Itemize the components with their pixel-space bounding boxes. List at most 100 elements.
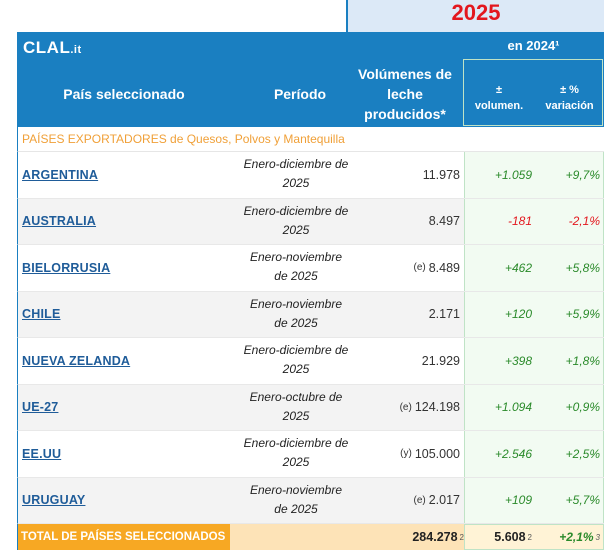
logo-main: CLAL [23, 38, 71, 57]
header-periodo: Período [273, 86, 327, 102]
volume-note: (e) [413, 494, 426, 506]
period-line1: Enero-diciembre de [243, 203, 349, 218]
volume-cell: 21.929 [370, 338, 460, 384]
delta-volume-cell: -181 [507, 214, 532, 229]
volume-value: 11.978 [422, 167, 460, 182]
header-dv-line2: volumen. [474, 100, 524, 112]
header-dv-line1: ± [495, 84, 503, 96]
country-link[interactable]: CHILE [22, 307, 61, 322]
country-link[interactable]: AUSTRALIA [22, 214, 97, 229]
volume-note: (y) [400, 448, 412, 460]
header-dp-line2: variación [545, 100, 594, 112]
total-dv-value: 5.608 [494, 530, 526, 544]
delta-volume-cell: +462 [504, 260, 532, 275]
variation-cell-bg [464, 198, 604, 244]
period-cell: Enero-noviembre de 2025 [226, 481, 366, 519]
volume-cell: 8.497 [370, 199, 460, 245]
volume-cell: (e) 8.489 [370, 245, 460, 291]
delta-percent-cell: +5,8% [565, 260, 600, 275]
header-vol-line2: leche [387, 86, 423, 102]
period-cell: Enero-diciembre de 2025 [226, 434, 366, 472]
total-dp-value: +2,1% [559, 530, 594, 544]
volume-cell: (e) 124.198 [370, 385, 460, 431]
period-cell: Enero-noviembre de 2025 [226, 295, 366, 333]
delta-volume-cell: +398 [504, 353, 532, 368]
period-cell: Enero-noviembre de 2025 [226, 248, 366, 286]
total-volume: 284.278 2 [370, 524, 464, 550]
clal-logo[interactable]: CLAL.it [23, 38, 82, 58]
header-pais: País seleccionado [63, 86, 185, 102]
period-line1: Enero-noviembre [249, 250, 343, 264]
total-volume-sup: 2 [459, 532, 464, 542]
variation-header-frame [463, 59, 603, 126]
volume-value: 8.489 [428, 260, 460, 275]
header-vol-line3: producidos* [364, 106, 446, 122]
period-line1: Enero-diciembre de [243, 157, 349, 171]
volume-cell: (y) 105.000 [370, 431, 460, 477]
table-row: NUEVA ZELANDA Enero-diciembre de 2025 21.92… [17, 338, 604, 385]
period-cell: Enero-diciembre de 2025 [226, 341, 366, 379]
period-line1: Enero-diciembre de [243, 436, 349, 450]
country-link[interactable]: BIELORRUSIA [22, 260, 111, 275]
period-cell: Enero-diciembre de 2025 [226, 202, 366, 240]
variation-cell-bg [464, 152, 604, 198]
period-line1: Enero-octubre de [249, 389, 343, 404]
table-row: AUSTRALIA Enero-diciembre de 2025 8.497 -181… [17, 198, 604, 245]
total-delta-volume: 5.608 2 [464, 524, 536, 550]
country-link[interactable]: ARGENTINA [22, 167, 99, 182]
period-line2: 2025 [282, 176, 310, 190]
delta-percent-cell: -2,1% [568, 214, 600, 229]
volume-note: (e) [413, 262, 426, 274]
delta-volume-cell: +1.059 [494, 167, 532, 182]
variation-cell-bg [464, 477, 604, 523]
country-link[interactable]: NUEVA ZELANDA [22, 353, 131, 368]
total-dp-sup: 3 [595, 532, 600, 542]
period-line2: 2025 [282, 362, 310, 376]
total-label: TOTAL DE PAÍSES SELECCIONADOS [18, 524, 230, 550]
period-line2: 2025 [282, 408, 310, 423]
variation-cell-bg [464, 291, 604, 337]
volume-value: 2.017 [428, 493, 460, 508]
table-row: UE-27 Enero-octubre de 2025 (e) 124.198 +1.09… [17, 384, 604, 431]
table-row: CHILE Enero-noviembre de 2025 2.171 +120 +5,9… [17, 291, 604, 338]
header-vol-line1: Volúmenes de [358, 66, 452, 82]
table-row: EE.UU Enero-diciembre de 2025 (y) 105.000 +2.… [17, 431, 604, 478]
total-row: TOTAL DE PAÍSES SELECCIONADOS 284.278 2 5… [17, 524, 604, 550]
period-line2: 2025 [282, 222, 310, 237]
total-dv-sup: 2 [527, 532, 532, 542]
volume-cell: 2.171 [370, 292, 460, 338]
header-delta-percent: ± % variación [535, 82, 604, 114]
header-dp-line1: ± % [560, 84, 579, 96]
period-line2: 2025 [282, 455, 310, 469]
table-row: URUGUAY Enero-noviembre de 2025 (e) 2.017 +10… [17, 477, 604, 524]
country-link[interactable]: URUGUAY [22, 493, 86, 508]
table-row: BIELORRUSIA Enero-noviembre de 2025 (e) 8.48… [17, 245, 604, 292]
volume-value: 105.000 [414, 446, 460, 461]
delta-volume-cell: +1.094 [494, 400, 532, 415]
total-volume-value: 284.278 [412, 530, 458, 544]
period-cell: Enero-octubre de 2025 [226, 388, 366, 426]
volume-cell: 11.978 [370, 152, 460, 198]
period-line1: Enero-diciembre de [243, 343, 349, 357]
country-link[interactable]: UE-27 [22, 400, 59, 415]
volume-value: 8.497 [428, 214, 460, 229]
delta-volume-cell: +120 [504, 307, 532, 322]
delta-percent-cell: +5,7% [565, 493, 600, 508]
header-en-year: en 2024¹ [507, 38, 560, 53]
period-cell: Enero-diciembre de 2025 [226, 155, 366, 193]
table-body: ARGENTINA Enero-diciembre de 2025 11.978 +1.… [17, 152, 604, 524]
country-link[interactable]: EE.UU [22, 446, 62, 461]
volume-note: (e) [399, 401, 412, 413]
delta-percent-cell: +5,9% [565, 307, 600, 322]
delta-volume-cell: +109 [504, 493, 532, 508]
delta-percent-cell: +2,5% [565, 446, 600, 461]
period-line1: Enero-noviembre [249, 296, 343, 311]
delta-volume-cell: +2.546 [494, 446, 532, 461]
volume-value: 2.171 [428, 307, 460, 322]
header-volumenes: Volúmenes de leche producidos* [347, 64, 463, 124]
delta-percent-cell: +9,7% [565, 167, 600, 182]
volume-cell: (e) 2.017 [370, 478, 460, 524]
delta-percent-cell: +1,8% [565, 353, 600, 368]
year-header-box: 2025 [346, 0, 604, 32]
period-line1: Enero-noviembre [249, 482, 343, 497]
